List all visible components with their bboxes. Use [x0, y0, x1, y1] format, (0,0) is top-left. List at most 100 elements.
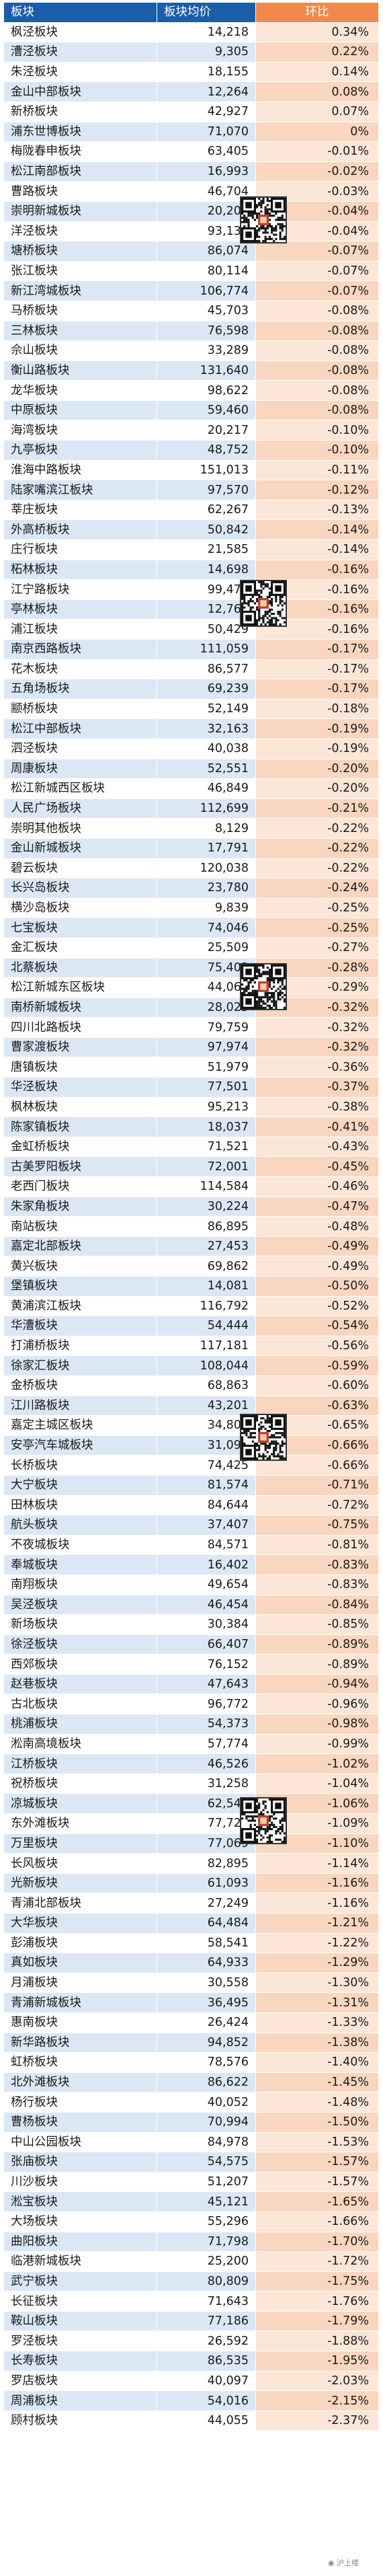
- cell-block-name: 横沙岛板块: [3, 897, 157, 919]
- cell-change: -0.11%: [255, 459, 379, 481]
- cell-avg-price: 71,643: [157, 2291, 256, 2312]
- table-row: 长寿板块 86,535 -1.95%: [3, 2351, 379, 2372]
- cell-avg-price: 69,239: [157, 679, 256, 699]
- table-row: 曹杨板块 70,994 -1.50%: [3, 2111, 379, 2133]
- cell-avg-price: 16,402: [157, 1554, 256, 1575]
- cell-avg-price: 40,038: [157, 738, 256, 759]
- cell-change: -0.54%: [255, 1316, 379, 1336]
- table-row: 枫泾板块 14,218 0.34%: [3, 22, 379, 43]
- cell-change: -0.38%: [255, 1096, 379, 1118]
- cell-block-name: 九亭板块: [3, 440, 157, 461]
- cell-avg-price: 86,074: [157, 241, 256, 262]
- cell-change: -0.12%: [255, 480, 379, 500]
- table-body: 枫泾板块 14,218 0.34% 漕泾板块 9,305 0.22% 朱泾板块 18,155 0…: [3, 22, 379, 2431]
- cell-change: -0.94%: [255, 1673, 379, 1695]
- table-row: 金虹桥板块 71,521 -0.43%: [3, 1136, 379, 1158]
- cell-change: -1.45%: [255, 2072, 379, 2093]
- cell-change: 0.14%: [255, 61, 379, 83]
- qr-code-icon: [240, 580, 287, 627]
- cell-change: -0.99%: [255, 1733, 379, 1755]
- table-row: 塘桥板块 86,074 -0.07%: [3, 241, 379, 262]
- cell-avg-price: 26,424: [157, 2012, 256, 2033]
- cell-change: -0.36%: [255, 1057, 379, 1078]
- table-row: 唐镇板块 51,979 -0.36%: [3, 1057, 379, 1078]
- table-row: 真如板块 64,933 -1.29%: [3, 1953, 379, 1973]
- cell-block-name: 金虹桥板块: [3, 1136, 157, 1158]
- cell-change: -0.81%: [255, 1534, 379, 1556]
- cell-block-name: 长桥板块: [3, 1455, 157, 1476]
- cell-block-name: 曲阳板块: [3, 2231, 157, 2252]
- cell-block-name: 马桥板块: [3, 300, 157, 321]
- cell-change: -0.08%: [255, 300, 379, 321]
- table-row: 南京西路板块 111,059 -0.17%: [3, 639, 379, 660]
- cell-avg-price: 68,863: [157, 1375, 256, 1396]
- cell-avg-price: 111,059: [157, 639, 256, 660]
- cell-avg-price: 71,798: [157, 2231, 256, 2252]
- cell-change: -0.07%: [255, 260, 379, 282]
- cell-block-name: 金桥板块: [3, 1375, 157, 1396]
- cell-avg-price: 36,495: [157, 1992, 256, 2013]
- cell-avg-price: 54,016: [157, 2390, 256, 2411]
- cell-block-name: 大宁板块: [3, 1474, 157, 1496]
- table-row: 淞南高境板块 57,774 -0.99%: [3, 1733, 379, 1755]
- cell-change: 0.22%: [255, 42, 379, 63]
- cell-change: -1.48%: [255, 2092, 379, 2113]
- cell-change: -1.02%: [255, 1753, 379, 1774]
- cell-change: -1.72%: [255, 2251, 379, 2272]
- cell-block-name: 金山中部板块: [3, 81, 157, 102]
- cell-change: -0.22%: [255, 837, 379, 859]
- cell-change: -0.59%: [255, 1355, 379, 1376]
- table-row: 长风板块 82,895 -1.14%: [3, 1853, 379, 1874]
- qr-code-icon: [240, 1414, 287, 1461]
- cell-avg-price: 48,752: [157, 440, 256, 461]
- cell-block-name: 浦江板块: [3, 619, 157, 640]
- cell-block-name: 泗泾板块: [3, 738, 157, 759]
- cell-block-name: 枫泾板块: [3, 22, 157, 43]
- cell-change: -0.32%: [255, 1017, 379, 1038]
- cell-change: -0.41%: [255, 1116, 379, 1137]
- cell-change: 0%: [255, 121, 379, 143]
- cell-avg-price: 44,055: [157, 2410, 256, 2431]
- cell-change: -0.10%: [255, 420, 379, 441]
- table-row: 亭林板块 12,760 -0.16%: [3, 599, 379, 620]
- table-row: 南翔板块 49,654 -0.83%: [3, 1574, 379, 1595]
- table-row: 打浦桥板块 117,181 -0.56%: [3, 1335, 379, 1357]
- cell-avg-price: 81,574: [157, 1474, 256, 1496]
- cell-avg-price: 76,152: [157, 1654, 256, 1675]
- cell-block-name: 凉城板块: [3, 1793, 157, 1815]
- cell-avg-price: 54,373: [157, 1714, 256, 1735]
- cell-avg-price: 117,181: [157, 1335, 256, 1357]
- table-row: 罗店板块 40,097 -2.03%: [3, 2370, 379, 2392]
- cell-block-name: 庄行板块: [3, 539, 157, 560]
- cell-block-name: 大场板块: [3, 2211, 157, 2232]
- table-row: 大宁板块 81,574 -0.71%: [3, 1474, 379, 1496]
- cell-avg-price: 54,444: [157, 1316, 256, 1336]
- cell-change: -0.19%: [255, 738, 379, 759]
- table-row: 武宁板块 80,809 -1.75%: [3, 2271, 379, 2292]
- cell-avg-price: 9,305: [157, 42, 256, 63]
- cell-avg-price: 12,760: [157, 599, 256, 620]
- cell-change: -0.14%: [255, 539, 379, 560]
- cell-block-name: 淞宝板块: [3, 2191, 157, 2212]
- cell-block-name: 梅陇春申板块: [3, 141, 157, 162]
- cell-avg-price: 46,704: [157, 181, 256, 202]
- table-row: 光新板块 61,093 -1.16%: [3, 1872, 379, 1894]
- cell-avg-price: 86,895: [157, 1216, 256, 1237]
- table-row: 衡山路板块 131,640 -0.08%: [3, 360, 379, 381]
- table-row: 颛桥板块 52,149 -0.18%: [3, 698, 379, 720]
- table-row: 曹路板块 46,704 -0.03%: [3, 181, 379, 202]
- cell-block-name: 浦东世博板块: [3, 121, 157, 143]
- cell-change: -0.07%: [255, 280, 379, 301]
- table-row: 华漕板块 54,444 -0.54%: [3, 1316, 379, 1336]
- cell-avg-price: 108,044: [157, 1355, 256, 1376]
- cell-change: -0.18%: [255, 698, 379, 720]
- cell-block-name: 衡山路板块: [3, 360, 157, 381]
- table-row: 佘山板块 33,289 -0.08%: [3, 340, 379, 361]
- table-row: 西郊板块 76,152 -0.89%: [3, 1654, 379, 1675]
- cell-change: -1.04%: [255, 1773, 379, 1794]
- cell-block-name: 崇明新城板块: [3, 200, 157, 222]
- cell-change: -2.37%: [255, 2410, 379, 2431]
- cell-block-name: 长征板块: [3, 2291, 157, 2312]
- cell-change: -0.63%: [255, 1395, 379, 1416]
- cell-avg-price: 78,576: [157, 2052, 256, 2073]
